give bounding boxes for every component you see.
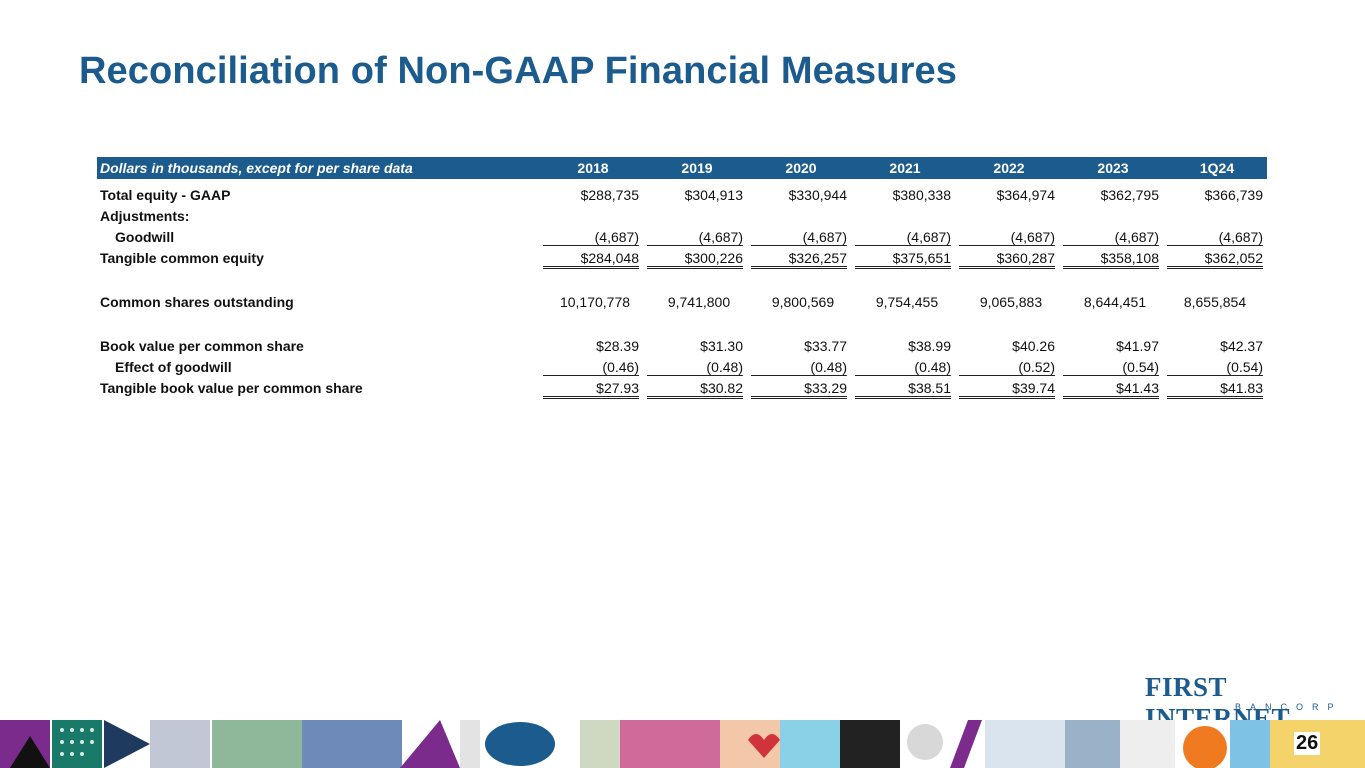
cell: 8,655,854: [1183, 294, 1247, 310]
cell: 10,170,778: [559, 294, 631, 310]
cell: 9,065,883: [979, 294, 1043, 310]
column-header: 2022: [993, 160, 1025, 176]
cell: (0.52): [959, 359, 1055, 376]
table-row: Total equity - GAAP $288,735 $304,913 $3…: [97, 187, 1267, 207]
cell: $30.82: [647, 380, 743, 399]
cell: $41.83: [1167, 380, 1263, 399]
cell: (4,687): [647, 229, 743, 246]
reconciliation-table: Dollars in thousands, except for per sha…: [97, 157, 1267, 399]
table-header: Dollars in thousands, except for per sha…: [97, 157, 1267, 179]
cell: $288,735: [580, 187, 639, 203]
row-label: Book value per common share: [100, 338, 304, 354]
cell: (4,687): [543, 229, 639, 246]
column-header: 2019: [681, 160, 713, 176]
cell: $41.97: [1116, 338, 1159, 354]
cell: (4,687): [751, 229, 847, 246]
cell: $31.30: [700, 338, 743, 354]
cell: $38.99: [908, 338, 951, 354]
header-label: Dollars in thousands, except for per sha…: [100, 160, 413, 176]
cell: (0.54): [1063, 359, 1159, 376]
cell: 9,800,569: [771, 294, 835, 310]
row-label: Tangible book value per common share: [100, 380, 363, 396]
column-header: 2020: [785, 160, 817, 176]
cell: 9,754,455: [875, 294, 939, 310]
slide-title: Reconciliation of Non-GAAP Financial Mea…: [79, 50, 957, 92]
row-label: Adjustments:: [100, 208, 190, 224]
cell: (4,687): [1167, 229, 1263, 246]
page-number: 26: [1294, 732, 1321, 755]
table-row: Effect of goodwill (0.46) (0.48) (0.48) …: [97, 359, 1267, 379]
cell: $375,651: [855, 250, 951, 269]
cell: (4,687): [855, 229, 951, 246]
cell: $39.74: [959, 380, 1055, 399]
cell: (0.46): [543, 359, 639, 376]
cell: $28.39: [596, 338, 639, 354]
cell: (0.48): [751, 359, 847, 376]
cell: (0.48): [855, 359, 951, 376]
row-label: Effect of goodwill: [115, 359, 232, 375]
cell: $360,287: [959, 250, 1055, 269]
cell: $33.77: [804, 338, 847, 354]
cell: 9,741,800: [667, 294, 731, 310]
row-label: Common shares outstanding: [100, 294, 294, 310]
logo-subtitle: BANCORP: [1235, 702, 1343, 712]
cell: $362,052: [1167, 250, 1263, 269]
cell: $40.26: [1012, 338, 1055, 354]
cell: $364,974: [996, 187, 1055, 203]
column-header: 2018: [577, 160, 609, 176]
cell: (0.54): [1167, 359, 1263, 376]
cell: $27.93: [543, 380, 639, 399]
table-row: Tangible common equity $284,048 $300,226…: [97, 250, 1267, 270]
cell: $362,795: [1100, 187, 1159, 203]
row-label: Total equity - GAAP: [100, 187, 231, 203]
cell: $300,226: [647, 250, 743, 269]
table-row: Common shares outstanding 10,170,778 9,7…: [97, 294, 1267, 314]
cell: $41.43: [1063, 380, 1159, 399]
cell: (4,687): [1063, 229, 1159, 246]
cell: $366,739: [1204, 187, 1263, 203]
cell: $42.37: [1220, 338, 1263, 354]
cell: $284,048: [543, 250, 639, 269]
cell: $33.29: [751, 380, 847, 399]
cell: $304,913: [684, 187, 743, 203]
cell: $330,944: [788, 187, 847, 203]
row-label: Goodwill: [115, 229, 175, 245]
company-logo: FIRST INTERNET BANCORP: [1137, 672, 1347, 733]
cell: (0.48): [647, 359, 743, 376]
cell: $326,257: [751, 250, 847, 269]
row-label: Tangible common equity: [100, 250, 264, 266]
table-row: Goodwill (4,687) (4,687) (4,687) (4,687)…: [97, 229, 1267, 249]
cell: $358,108: [1063, 250, 1159, 269]
table-row: Book value per common share $28.39 $31.3…: [97, 338, 1267, 358]
cell: $38.51: [855, 380, 951, 399]
column-header: 1Q24: [1199, 160, 1235, 176]
cell: (4,687): [959, 229, 1055, 246]
decorative-footer-strip: [0, 720, 1365, 768]
cell: 8,644,451: [1083, 294, 1147, 310]
column-header: 2023: [1097, 160, 1129, 176]
table-row: Adjustments:: [97, 208, 1267, 228]
cell: $380,338: [892, 187, 951, 203]
table-row: Tangible book value per common share $27…: [97, 380, 1267, 400]
column-header: 2021: [889, 160, 921, 176]
